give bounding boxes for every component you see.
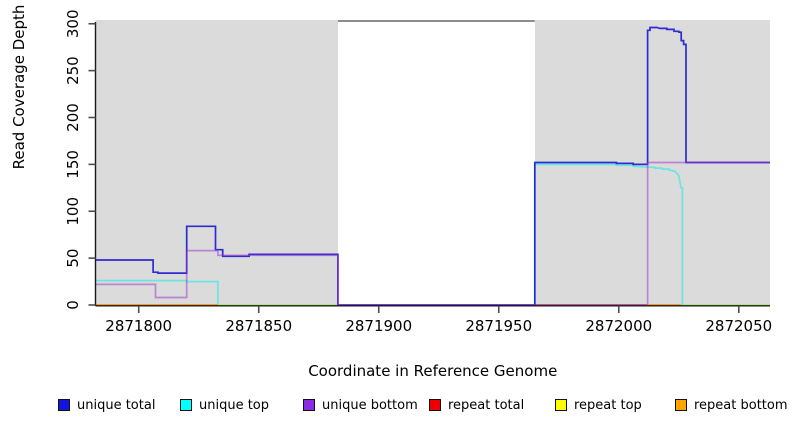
x-tick-label: 2871900: [345, 317, 412, 335]
legend-swatch-icon: [303, 399, 315, 411]
y-tick-label: 100: [64, 197, 82, 226]
legend-item-repeat-total: repeat total: [429, 397, 524, 413]
x-tick-label: 2871950: [465, 317, 532, 335]
x-axis-title: Coordinate in Reference Genome: [308, 362, 558, 380]
legend: unique total unique top unique bottom repea…: [0, 397, 792, 421]
legend-swatch-icon: [58, 399, 70, 411]
legend-item-unique-total: unique total: [58, 397, 155, 413]
legend-item-repeat-bottom: repeat bottom: [675, 397, 788, 413]
legend-swatch-icon: [675, 399, 687, 411]
series-line-unique-total: [95, 26, 770, 306]
x-tick-label: 2872000: [585, 317, 652, 335]
legend-item-repeat-top: repeat top: [555, 397, 642, 413]
legend-swatch-icon: [555, 399, 567, 411]
legend-label: repeat total: [448, 397, 525, 413]
legend-swatch-icon: [180, 399, 192, 411]
legend-label: unique bottom: [322, 397, 418, 413]
legend-label: unique total: [77, 397, 156, 413]
y-tick-label: 200: [64, 103, 82, 132]
x-tick-label: 2872050: [705, 317, 772, 335]
legend-item-unique-top: unique top: [180, 397, 269, 413]
series-line-unique-bottom: [95, 161, 770, 306]
shaded-region-0: [95, 20, 338, 305]
y-tick-label: 0: [64, 300, 82, 310]
y-axis-title: Read Coverage Depth: [10, 4, 28, 170]
y-tick-label: 50: [64, 249, 82, 268]
y-tick-label: 150: [64, 150, 82, 179]
series-line-unique-top-1: [533, 163, 770, 306]
legend-label: repeat bottom: [694, 397, 788, 413]
legend-label: unique top: [199, 397, 270, 413]
x-tick-label: 2871800: [105, 317, 172, 335]
y-tick-label: 300: [64, 9, 82, 38]
x-tick-label: 2871850: [225, 317, 292, 335]
legend-item-unique-bottom: unique bottom: [303, 397, 418, 413]
legend-swatch-icon: [429, 399, 441, 411]
legend-label: repeat top: [574, 397, 642, 413]
y-tick-label: 250: [64, 56, 82, 85]
